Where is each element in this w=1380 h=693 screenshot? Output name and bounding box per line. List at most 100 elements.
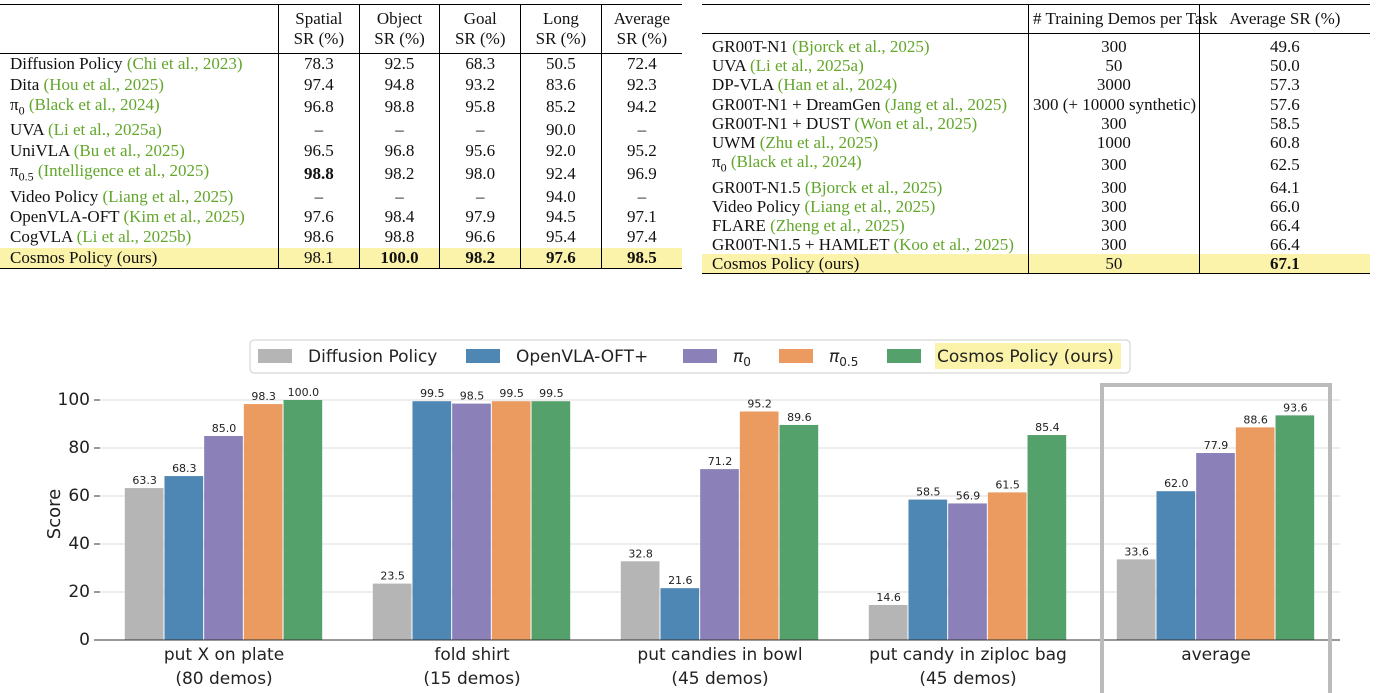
method-name: Diffusion Policy [10, 54, 123, 74]
method-name: FLARE [712, 215, 766, 235]
value-cell: 1000 [1028, 132, 1200, 153]
value-label: 99.5 [499, 387, 524, 400]
value-cell: 85.2 [520, 94, 602, 121]
value-cell: – [358, 120, 440, 141]
value-cell: 83.6 [520, 74, 602, 95]
value-cell: 300 [1028, 177, 1200, 197]
highlight-box [1100, 383, 1332, 693]
value-cell: 57.3 [1198, 75, 1370, 95]
value-cell: 50 [1028, 56, 1200, 76]
bar [372, 583, 412, 640]
citation: Bu et al., 2025 [70, 141, 185, 160]
value-cell: 50.5 [520, 53, 602, 75]
subscript: 0 [720, 160, 727, 175]
legend-label: Cosmos Policy (ours) [937, 347, 1114, 367]
bar [204, 436, 243, 640]
citation: Bjorck et al., 2025 [788, 37, 930, 56]
header-text: Spatial [295, 9, 343, 28]
value-cell: 300 [1028, 215, 1200, 236]
value-cell: 96.8 [358, 140, 440, 161]
column-header: Average SR (%) [1198, 4, 1370, 34]
value-cell: 98.8 [278, 160, 360, 187]
table-row: UniVLABu et al., 202596.596.895.692.095.… [0, 140, 682, 161]
value-cell: 97.6 [520, 247, 602, 269]
value-label: 62.0 [1164, 477, 1189, 490]
x-tick-label: average [1181, 645, 1251, 665]
column-header: Spatial SR (%) [278, 4, 360, 54]
method-cell: OpenVLA-OFTKim et al., 2025 [0, 207, 279, 227]
libero-table: Spatial SR (%) Object SR (%) Goal SR (%) Long S… [0, 4, 682, 269]
header-text: Average SR (%) [1229, 9, 1341, 28]
value-label: 23.5 [380, 570, 405, 583]
table-row: OpenVLA-OFTKim et al., 202597.698.497.99… [0, 206, 682, 228]
column-header: Goal SR (%) [439, 4, 521, 54]
citation: Liang et al., 2025 [98, 187, 233, 206]
citation: Zhu et al., 2025 [755, 133, 878, 152]
value-cell: 68.3 [439, 53, 521, 75]
method-name: Cosmos Policy (ours) [712, 254, 860, 274]
legend-name: OpenVLA-OFT+ [516, 347, 648, 367]
method-cell: GR00T-N1 + DUSTWon et al., 2025 [702, 114, 1029, 133]
legend-label: OpenVLA-OFT+ [516, 347, 648, 367]
value-label: 68.3 [172, 462, 197, 475]
bar [779, 424, 819, 640]
value-cell: 92.4 [520, 160, 602, 187]
legend-name: π [829, 347, 840, 367]
citation: Bjorck et al., 2025 [801, 178, 943, 197]
method-name: UVA [712, 56, 746, 76]
x-tick-label: put candy in ziploc bag [869, 645, 1067, 665]
citation: Jang et al., 2025 [881, 95, 1008, 114]
value-label: 61.5 [995, 478, 1020, 491]
value-cell: – [600, 186, 682, 207]
value-label: 89.6 [787, 411, 812, 424]
value-cell: 49.6 [1198, 33, 1370, 57]
method-cell: CogVLALi et al., 2025b [0, 227, 279, 247]
value-cell: 300 [1028, 196, 1200, 216]
column-header: Average SR (%) [600, 4, 682, 54]
value-cell: 300 (+ 10000 synthetic) [1028, 94, 1200, 114]
citation: Black et al., 2024 [25, 95, 160, 114]
value-label: 98.5 [460, 390, 485, 403]
method-name: UVA [10, 120, 44, 140]
method-name: GR00T-N1.5 + HAMLET [712, 235, 890, 255]
y-tick-label: 60 [68, 486, 90, 506]
method-cell: Cosmos Policy (ours) [0, 247, 279, 269]
table-row: GR00T-N1.5 + HAMLETKoo et al., 202530066… [702, 235, 1370, 255]
table-row: CogVLALi et al., 2025b98.698.896.695.497… [0, 227, 682, 248]
table-row: GR00T-N1 + DUSTWon et al., 202530058.5 [702, 113, 1370, 133]
value-cell: – [278, 120, 360, 141]
bar [164, 476, 204, 640]
method-cell: GR00T-N1.5Bjorck et al., 2025 [702, 178, 1029, 197]
value-cell: 92.5 [358, 53, 440, 75]
value-label: 85.0 [212, 422, 237, 435]
bar [531, 401, 571, 640]
method-name: CogVLA [10, 227, 73, 247]
value-cell: 96.5 [278, 140, 360, 161]
bar [739, 411, 779, 640]
table-row: UVALi et al., 2025a–––90.0– [0, 120, 682, 141]
table-row: DitaHou et al., 202597.494.893.283.692.3 [0, 74, 682, 95]
value-cell: 94.5 [520, 206, 602, 228]
method-cell: Diffusion PolicyChi et al., 2023 [0, 54, 279, 75]
value-cell: 98.5 [600, 247, 682, 269]
method-name: π [10, 160, 19, 180]
citation: Kim et al., 2025 [119, 207, 245, 226]
legend-name: Cosmos Policy (ours) [937, 347, 1114, 367]
value-cell: 95.8 [439, 94, 521, 121]
value-cell: 98.1 [278, 247, 360, 269]
value-cell: 98.8 [358, 227, 440, 248]
value-label: 98.3 [251, 390, 276, 403]
method-cell: FLAREZheng et al., 2025 [702, 216, 1029, 235]
value-cell: – [439, 120, 521, 141]
legend-highlight [935, 343, 1121, 369]
legend-swatch [779, 349, 813, 363]
method-name: Video Policy [712, 196, 801, 216]
value-cell: 64.1 [1198, 177, 1370, 197]
bar [1116, 559, 1156, 640]
bar [124, 488, 164, 640]
bar [1196, 453, 1235, 640]
method-cell: UniVLABu et al., 2025 [0, 141, 279, 161]
subscript: 0 [18, 103, 25, 118]
bar [1156, 491, 1196, 640]
y-tick-label: 100 [58, 390, 90, 410]
